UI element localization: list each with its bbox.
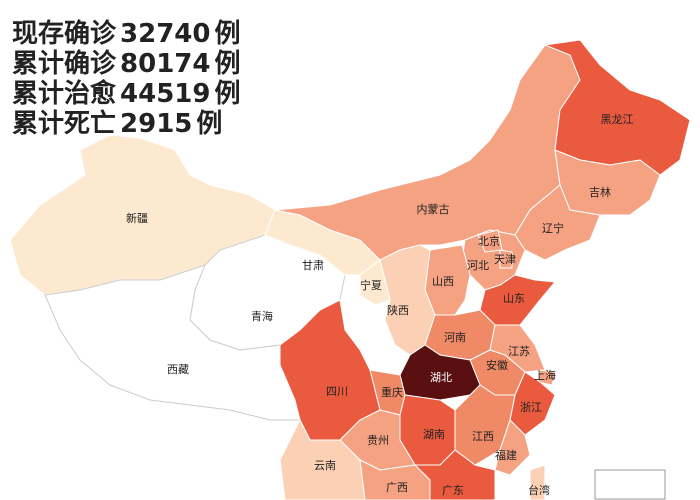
province-label: 安徽	[486, 358, 508, 372]
region	[499, 249, 513, 269]
stat-label: 累计死亡	[12, 108, 116, 139]
province-label: 新疆	[126, 211, 148, 225]
stat-value: 2915	[120, 109, 192, 139]
stat-unit: 例	[214, 19, 240, 49]
province-label: 河北	[467, 259, 489, 272]
province-label: 北京	[478, 234, 500, 248]
province-label: 陕西	[387, 303, 409, 317]
stat-unit: 例	[196, 109, 222, 139]
province-label: 重庆	[381, 385, 403, 399]
stat-unit: 例	[214, 49, 240, 79]
stat-label: 累计治愈	[12, 78, 116, 109]
region	[413, 449, 496, 500]
province-label: 山东	[503, 292, 525, 305]
province-label: 贵州	[367, 434, 389, 447]
region	[529, 464, 546, 500]
stat-value: 80174	[120, 49, 210, 79]
province-label: 河南	[444, 331, 466, 344]
south-sea-inset	[594, 469, 666, 500]
province-label: 浙江	[520, 401, 542, 414]
province-label: 四川	[326, 385, 348, 398]
provinces	[9, 39, 691, 500]
stat-value: 32740	[120, 19, 210, 49]
stat-unit: 例	[214, 79, 240, 109]
province-label: 广东	[442, 484, 464, 497]
province-label: 台湾	[528, 483, 550, 497]
stat-line: 累计治愈 44519 例	[12, 78, 241, 109]
stat-label: 现存确诊	[12, 18, 117, 49]
province-label: 甘肃	[302, 259, 324, 272]
province-label: 湖南	[423, 428, 445, 441]
province-label: 上海	[534, 368, 556, 382]
province-label: 内蒙古	[417, 202, 450, 216]
province-label: 湖北	[430, 371, 452, 384]
province-label: 福建	[495, 448, 517, 462]
province-label: 云南	[314, 459, 336, 472]
province-label: 青海	[251, 309, 273, 323]
province-label: 宁夏	[360, 278, 382, 292]
province-label: 吉林	[589, 185, 611, 199]
region	[537, 369, 556, 386]
province-label: 西藏	[167, 363, 189, 376]
province-label: 天津	[494, 253, 516, 266]
stat-line: 累计死亡 2915 例	[12, 108, 222, 139]
province-labels: 新疆 西藏 青海 甘肃 宁夏 陕西 内蒙古 黑龙江 吉林 辽宁 北京 天津 河北…	[126, 113, 634, 497]
province-label: 辽宁	[542, 221, 564, 235]
stat-value: 44519	[120, 79, 210, 109]
province-label: 广西	[386, 481, 408, 494]
province-label: 黑龙江	[601, 113, 634, 126]
stat-label: 累计确诊	[12, 48, 117, 79]
stat-line: 累计确诊 80174 例	[12, 48, 241, 79]
stat-line: 现存确诊 32740 例	[12, 18, 241, 49]
province-label: 江西	[472, 430, 494, 443]
region	[359, 259, 391, 306]
province-label: 江苏	[508, 345, 530, 358]
province-label: 山西	[432, 275, 454, 288]
